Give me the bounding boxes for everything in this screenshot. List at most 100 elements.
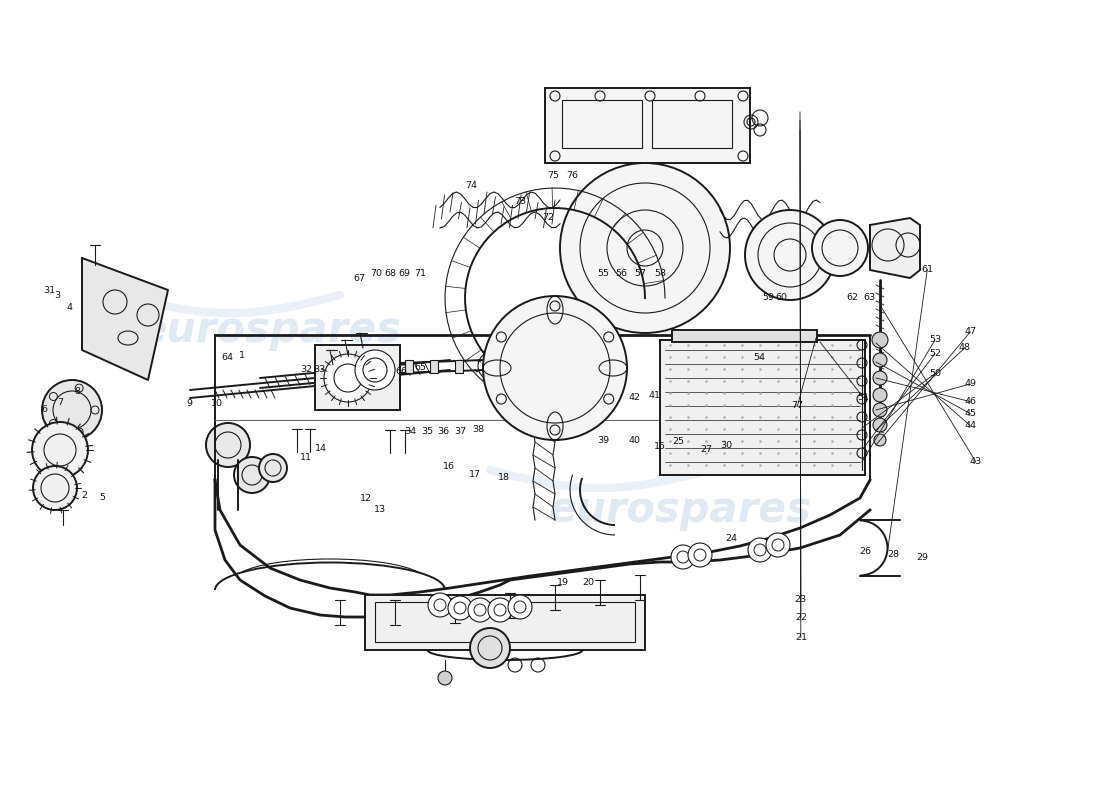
Text: 71: 71 [415, 269, 426, 278]
Circle shape [812, 220, 868, 276]
Circle shape [483, 296, 627, 440]
Text: 73: 73 [514, 197, 527, 206]
Circle shape [745, 210, 835, 300]
Circle shape [470, 628, 510, 668]
Text: 21: 21 [795, 633, 806, 642]
Text: 25: 25 [673, 437, 684, 446]
Bar [315, 345, 400, 410]
Circle shape [468, 598, 492, 622]
Text: 38: 38 [472, 425, 485, 434]
Circle shape [508, 595, 532, 619]
Bar [544, 88, 750, 163]
Text: 9: 9 [186, 399, 192, 409]
Circle shape [873, 418, 887, 432]
Text: 53: 53 [928, 335, 942, 345]
Text: 76: 76 [566, 171, 578, 181]
Circle shape [488, 598, 512, 622]
Text: 64: 64 [222, 353, 233, 362]
Text: 63: 63 [862, 293, 876, 302]
Text: 37: 37 [453, 427, 466, 437]
Text: 15: 15 [654, 442, 666, 451]
Text: 14: 14 [316, 443, 327, 453]
Text: 55: 55 [597, 269, 608, 278]
Text: 23: 23 [794, 595, 807, 605]
Bar [652, 100, 732, 148]
Text: 31: 31 [43, 286, 56, 295]
Text: 50: 50 [930, 369, 940, 378]
Text: eurospares: eurospares [549, 489, 812, 531]
Bar [430, 360, 438, 373]
Text: 44: 44 [965, 421, 976, 430]
Text: 30: 30 [719, 441, 733, 450]
Text: 42: 42 [629, 393, 640, 402]
Text: 62: 62 [847, 293, 858, 302]
Text: 10: 10 [211, 399, 222, 409]
Text: 33: 33 [312, 365, 326, 374]
Circle shape [560, 163, 730, 333]
Bar [562, 100, 642, 148]
Text: 27: 27 [701, 445, 712, 454]
Circle shape [529, 369, 561, 401]
Text: 51: 51 [858, 393, 869, 402]
Text: 46: 46 [965, 397, 976, 406]
Text: 24: 24 [726, 534, 737, 543]
Text: 58: 58 [654, 269, 666, 278]
Text: 69: 69 [399, 269, 410, 278]
Circle shape [448, 596, 472, 620]
Bar [660, 340, 865, 475]
Text: 59: 59 [762, 293, 773, 302]
Circle shape [688, 543, 712, 567]
Bar [375, 602, 635, 642]
Text: 4: 4 [66, 303, 73, 313]
Text: 7: 7 [57, 398, 64, 407]
Bar [365, 595, 645, 650]
Text: 34: 34 [404, 427, 417, 437]
Text: 32: 32 [299, 365, 312, 374]
Text: 6: 6 [41, 405, 47, 414]
Text: 35: 35 [420, 427, 433, 437]
Text: 75: 75 [548, 171, 559, 181]
Text: 26: 26 [860, 547, 871, 557]
Text: 45: 45 [965, 409, 976, 418]
Text: 18: 18 [498, 473, 509, 482]
Text: 5: 5 [99, 493, 106, 502]
Circle shape [428, 593, 452, 617]
Text: 48: 48 [959, 343, 970, 353]
Text: 49: 49 [965, 379, 976, 389]
Circle shape [873, 371, 887, 385]
Circle shape [234, 457, 270, 493]
Text: 19: 19 [558, 578, 569, 587]
Circle shape [42, 380, 102, 440]
Text: 57: 57 [635, 269, 646, 278]
Text: 17: 17 [470, 470, 481, 479]
Text: 1: 1 [239, 351, 245, 361]
Text: 39: 39 [596, 435, 609, 445]
Text: 16: 16 [443, 462, 454, 471]
Text: 13: 13 [373, 505, 386, 514]
Text: 67: 67 [354, 274, 365, 283]
Text: 61: 61 [922, 265, 933, 274]
Circle shape [33, 466, 77, 510]
Text: 60: 60 [776, 293, 786, 302]
Text: 47: 47 [965, 327, 976, 337]
Text: 40: 40 [629, 435, 640, 445]
Circle shape [873, 353, 887, 367]
Text: 74: 74 [465, 181, 476, 190]
Text: 43: 43 [969, 457, 982, 466]
Text: 65: 65 [415, 363, 426, 373]
Text: 29: 29 [916, 553, 927, 562]
Polygon shape [870, 218, 920, 278]
Circle shape [873, 388, 887, 402]
Text: 70: 70 [371, 269, 382, 278]
Text: 8: 8 [74, 387, 80, 397]
Circle shape [206, 423, 250, 467]
Circle shape [438, 671, 452, 685]
Text: 77: 77 [792, 401, 803, 410]
Circle shape [766, 533, 790, 557]
Text: 52: 52 [930, 349, 940, 358]
Circle shape [258, 454, 287, 482]
Text: 68: 68 [385, 269, 396, 278]
Polygon shape [82, 258, 168, 380]
Circle shape [874, 434, 886, 446]
Text: 28: 28 [888, 550, 899, 559]
